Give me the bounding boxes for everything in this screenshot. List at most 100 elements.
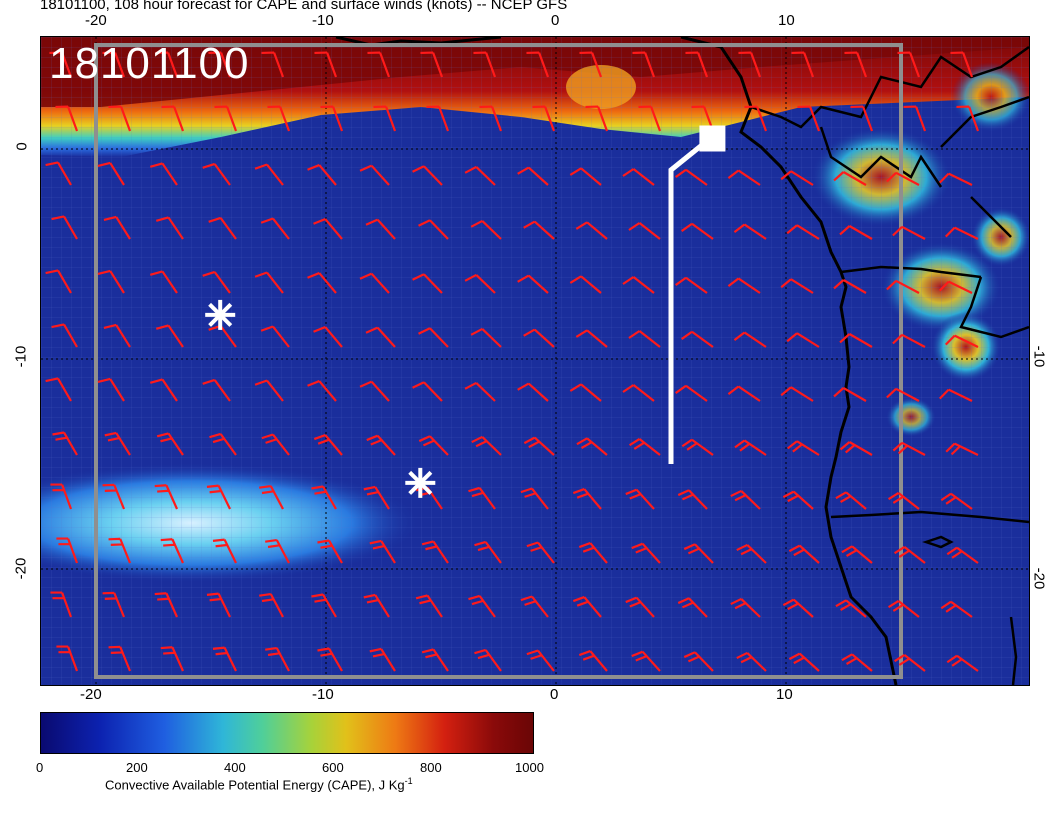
wind-barb bbox=[55, 105, 79, 132]
wind-barb bbox=[108, 645, 132, 672]
wind-barb bbox=[685, 51, 709, 78]
colorbar-tick: 800 bbox=[420, 760, 442, 775]
wind-barb bbox=[888, 492, 920, 510]
wind-barb bbox=[532, 105, 556, 132]
wind-barb bbox=[894, 546, 926, 564]
wind-barb bbox=[730, 489, 761, 510]
wind-barb bbox=[97, 377, 125, 402]
wind-barb bbox=[202, 162, 231, 186]
wind-barb bbox=[833, 171, 867, 186]
page-title: 18101100, 108 hour forecast for CAPE and… bbox=[40, 0, 568, 13]
wind-barb bbox=[149, 162, 178, 186]
wind-barbs bbox=[45, 51, 980, 672]
wind-barb bbox=[677, 489, 708, 510]
wind-barb bbox=[473, 51, 497, 78]
wind-barb bbox=[412, 381, 443, 402]
wind-barb bbox=[102, 51, 126, 78]
wind-barb bbox=[938, 280, 973, 294]
wind-barb bbox=[780, 386, 814, 402]
wind-barb bbox=[844, 51, 868, 78]
wind-barb bbox=[938, 172, 973, 186]
wind-barb bbox=[730, 597, 761, 618]
wind-barb bbox=[369, 539, 396, 564]
wind-barb bbox=[412, 165, 443, 186]
colorbar-caption-text: Convective Available Potential Energy (C… bbox=[105, 777, 405, 793]
map-svg bbox=[41, 37, 1029, 685]
wind-barb bbox=[944, 334, 979, 348]
wind-barb bbox=[108, 537, 132, 564]
wind-barb bbox=[736, 543, 767, 564]
colorbar-caption-unit: -1 bbox=[404, 776, 413, 786]
wind-barb bbox=[892, 333, 926, 348]
wind-barb bbox=[103, 215, 131, 240]
wind-barb bbox=[681, 330, 714, 348]
wind-barb bbox=[683, 651, 714, 672]
forecast-track-line bbox=[668, 136, 712, 464]
lon-tick-top: -20 bbox=[85, 12, 107, 29]
wind-barb bbox=[950, 51, 974, 78]
wind-barb bbox=[369, 647, 396, 672]
wind-barb bbox=[307, 380, 337, 402]
wind-barb bbox=[208, 51, 232, 78]
wind-barb bbox=[154, 592, 179, 618]
wind-barb bbox=[886, 171, 920, 186]
colorbar-caption: Convective Available Potential Energy (C… bbox=[105, 776, 413, 792]
wind-barb bbox=[307, 272, 337, 294]
wind-barb bbox=[149, 270, 178, 294]
cape-colorbar bbox=[40, 712, 534, 754]
wind-barb bbox=[313, 326, 343, 348]
wind-barb bbox=[523, 220, 555, 240]
wind-barb bbox=[254, 271, 284, 294]
wind-barb bbox=[629, 438, 661, 456]
asterisk-marker bbox=[405, 467, 436, 498]
wind-barb bbox=[373, 105, 397, 132]
wind-barb bbox=[956, 105, 980, 132]
wind-barb bbox=[470, 219, 502, 240]
grid-texture bbox=[41, 37, 1029, 685]
wind-barb bbox=[155, 324, 184, 348]
wind-barb bbox=[835, 599, 867, 618]
wind-barb bbox=[681, 222, 714, 240]
wind-barb bbox=[50, 483, 73, 510]
wind-barb bbox=[638, 105, 662, 132]
wind-barb bbox=[365, 218, 396, 240]
wind-barb bbox=[569, 167, 602, 186]
domain-box bbox=[94, 43, 903, 679]
wind-barb bbox=[572, 596, 602, 618]
wind-barb bbox=[523, 436, 555, 456]
wind-barb bbox=[839, 225, 873, 240]
wind-barb bbox=[259, 592, 284, 618]
lon-tick-bottom: -10 bbox=[312, 686, 334, 703]
lon-tick-top: 0 bbox=[551, 12, 560, 29]
wind-barb bbox=[631, 650, 661, 672]
wind-barb bbox=[474, 540, 502, 564]
wind-barb bbox=[155, 216, 184, 240]
wind-barb bbox=[727, 385, 761, 402]
wind-barb bbox=[418, 219, 449, 240]
wind-barb bbox=[51, 323, 78, 348]
wind-barb bbox=[155, 51, 179, 78]
wind-barb bbox=[738, 51, 762, 78]
wind-barb bbox=[307, 164, 337, 186]
wind-barb bbox=[841, 653, 873, 672]
wind-barb bbox=[45, 377, 72, 402]
wind-barb bbox=[886, 279, 920, 294]
wind-barb bbox=[311, 485, 337, 510]
wind-barb bbox=[886, 387, 920, 402]
wind-barb bbox=[267, 105, 291, 132]
wind-barb bbox=[261, 51, 285, 78]
wind-barb bbox=[894, 654, 926, 672]
wind-barb bbox=[160, 538, 185, 564]
wind-barb bbox=[56, 645, 79, 672]
wind-barb bbox=[946, 546, 979, 564]
wind-barb bbox=[209, 432, 237, 456]
wind-barb bbox=[788, 544, 820, 564]
wind-barb bbox=[313, 434, 343, 456]
wind-barb bbox=[903, 105, 927, 132]
lat-tick-right: -20 bbox=[1030, 567, 1048, 590]
map-canvas[interactable]: 18101100 bbox=[40, 36, 1030, 686]
wind-barb bbox=[474, 648, 502, 672]
wind-barb bbox=[632, 51, 656, 78]
wind-barb bbox=[677, 597, 708, 618]
wind-barb bbox=[212, 646, 237, 672]
